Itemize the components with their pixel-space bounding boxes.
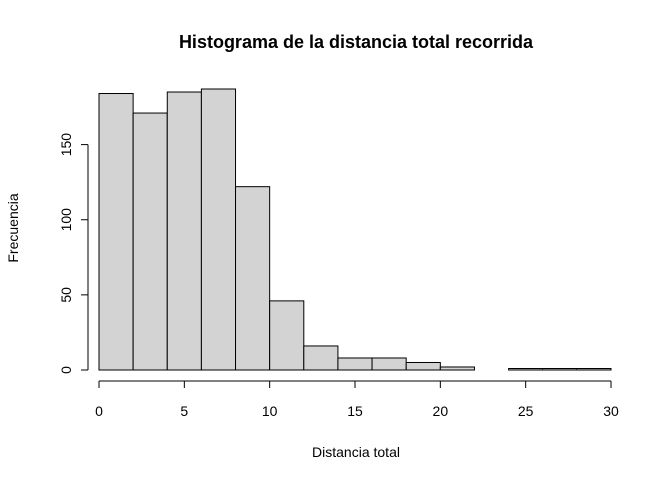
y-axis: 0 50 100 150 [58,133,89,374]
y-tick-label-1: 50 [58,287,74,303]
histogram-bar-0 [98,93,134,371]
y-tick-label-3: 150 [58,133,74,157]
x-axis: 0 5 10 15 20 25 30 [95,380,619,419]
y-tick-label-0: 0 [58,366,74,374]
x-tick-label-2: 10 [262,403,278,419]
histogram-bar-9 [405,361,441,371]
x-tick-label-4: 20 [433,403,449,419]
y-axis-label: Frecuencia [5,193,21,262]
x-tick-label-1: 5 [180,403,188,419]
histogram-bar-14 [576,368,612,371]
histogram-bar-2 [166,91,202,371]
histogram-bar-4 [235,186,271,371]
x-tick-label-3: 15 [347,403,363,419]
histogram-bar-5 [269,300,305,371]
histogram-bar-10 [439,366,475,371]
x-tick-label-5: 25 [518,403,534,419]
bars-group [98,88,612,371]
x-tick-label-6: 30 [603,403,619,419]
histogram-bar-7 [337,357,373,371]
chart-title: Histograma de la distancia total recorri… [179,32,534,52]
x-tick-label-0: 0 [95,403,103,419]
histogram-bar-6 [303,345,339,371]
histogram-bar-3 [200,88,237,371]
histogram-bar-1 [132,112,168,371]
y-tick-label-2: 100 [58,208,74,232]
x-axis-label: Distancia total [312,444,400,460]
histogram-bar-13 [542,368,578,371]
histogram-bar-12 [508,368,544,371]
histogram-bar-8 [371,357,407,371]
